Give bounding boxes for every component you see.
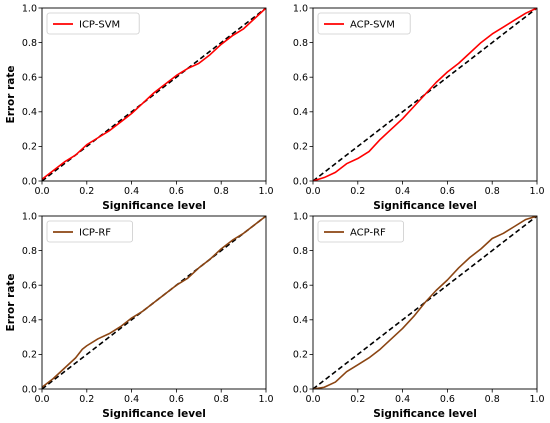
x-axis-label: Significance level	[102, 408, 206, 420]
y-tick-label: 0.8	[22, 38, 37, 49]
x-tick-label: 0.8	[485, 394, 500, 405]
x-tick-label: 0.2	[79, 394, 94, 405]
y-tick-label: 0.2	[293, 350, 308, 361]
reference-diagonal-line	[313, 8, 537, 181]
axes-frame	[312, 215, 538, 390]
x-tick-label: 0.0	[305, 394, 320, 405]
series-line-icp-svm	[42, 8, 266, 180]
legend-box	[46, 12, 140, 35]
y-tick-label: 0.6	[22, 281, 37, 292]
x-tick-label: 1.0	[529, 186, 544, 197]
series-line-acp-svm	[313, 8, 537, 181]
legend-label: ACP-RF	[350, 228, 386, 239]
x-tick-label: 0.4	[395, 186, 410, 197]
y-tick-label: 0.2	[293, 142, 308, 153]
x-axis-label: Significance level	[102, 200, 206, 212]
axes-frame	[41, 7, 267, 182]
y-tick-label: 1.0	[293, 3, 308, 14]
y-tick-label: 0.6	[22, 73, 37, 84]
y-tick-label: 0.8	[293, 38, 308, 49]
legend: ACP-RF	[317, 220, 404, 243]
legend-label: ACP-SVM	[350, 20, 395, 31]
x-axis-label: Significance level	[373, 408, 477, 420]
legend-box	[317, 12, 411, 35]
y-tick-label: 0.4	[293, 315, 308, 326]
x-tick-label: 0.6	[169, 394, 184, 405]
series-line-icp-rf	[42, 216, 266, 388]
y-tick-label: 0.4	[22, 107, 37, 118]
legend: ICP-SVM	[46, 12, 140, 35]
x-tick-label: 1.0	[258, 394, 273, 405]
reference-diagonal-line	[42, 216, 266, 389]
axes-frame	[41, 215, 267, 390]
y-tick-label: 0.4	[293, 107, 308, 118]
y-tick-label: 1.0	[22, 3, 37, 14]
x-tick-label: 0.8	[214, 186, 229, 197]
chart-panel-3: 0.0 0.2 0.4 0.6 0.8 1.0 0.0 0.2 0.4 0.6 0.8 1.0 Sign…	[5, 211, 274, 420]
chart-panel-1: 0.0 0.2 0.4 0.6 0.8 1.0 0.0 0.2 0.4 0.6 0.8 1.0 Sign…	[5, 3, 274, 212]
y-tick-label: 0.2	[22, 350, 37, 361]
x-tick-label: 0.6	[169, 186, 184, 197]
legend: ACP-SVM	[317, 12, 411, 35]
x-tick-label: 1.0	[258, 186, 273, 197]
x-tick-label: 0.2	[350, 394, 365, 405]
x-tick-label: 0.8	[485, 186, 500, 197]
y-tick-label: 0.6	[293, 281, 308, 292]
legend-box	[46, 220, 133, 243]
legend-box	[317, 220, 404, 243]
y-tick-label: 1.0	[293, 211, 308, 222]
series-line-acp-rf	[313, 216, 537, 389]
y-tick-label: 0.8	[293, 246, 308, 257]
x-tick-label: 0.4	[395, 394, 410, 405]
x-tick-label: 0.2	[79, 186, 94, 197]
y-tick-label: 0.0	[293, 384, 308, 395]
chart-panel-4: 0.0 0.2 0.4 0.6 0.8 1.0 0.0 0.2 0.4 0.6 0.8 1.0 Sign…	[293, 211, 545, 420]
x-axis-label: Significance level	[373, 200, 477, 212]
x-tick-label: 1.0	[529, 394, 544, 405]
y-tick-label: 0.2	[22, 142, 37, 153]
axes-frame	[312, 7, 538, 182]
legend: ICP-RF	[46, 220, 133, 243]
reference-diagonal-line	[42, 8, 266, 181]
y-axis-label: Error rate	[5, 274, 17, 332]
x-tick-label: 0.0	[34, 186, 49, 197]
x-tick-label: 0.4	[124, 186, 139, 197]
y-tick-label: 0.6	[293, 73, 308, 84]
y-tick-label: 0.0	[22, 176, 37, 187]
x-tick-label: 0.6	[440, 186, 455, 197]
x-tick-label: 0.4	[124, 394, 139, 405]
legend-label: ICP-RF	[79, 228, 111, 239]
x-tick-label: 0.8	[214, 394, 229, 405]
x-tick-label: 0.6	[440, 394, 455, 405]
x-tick-label: 0.0	[305, 186, 320, 197]
chart-panel-2: 0.0 0.2 0.4 0.6 0.8 1.0 0.0 0.2 0.4 0.6 0.8 1.0 Sign…	[293, 3, 545, 212]
y-axis-label: Error rate	[5, 66, 17, 124]
x-tick-label: 0.2	[350, 186, 365, 197]
y-tick-label: 1.0	[22, 211, 37, 222]
y-tick-label: 0.0	[293, 176, 308, 187]
legend-label: ICP-SVM	[79, 20, 120, 31]
x-tick-label: 0.0	[34, 394, 49, 405]
y-tick-label: 0.8	[22, 246, 37, 257]
y-tick-label: 0.0	[22, 384, 37, 395]
y-tick-label: 0.4	[22, 315, 37, 326]
reference-diagonal-line	[313, 216, 537, 389]
